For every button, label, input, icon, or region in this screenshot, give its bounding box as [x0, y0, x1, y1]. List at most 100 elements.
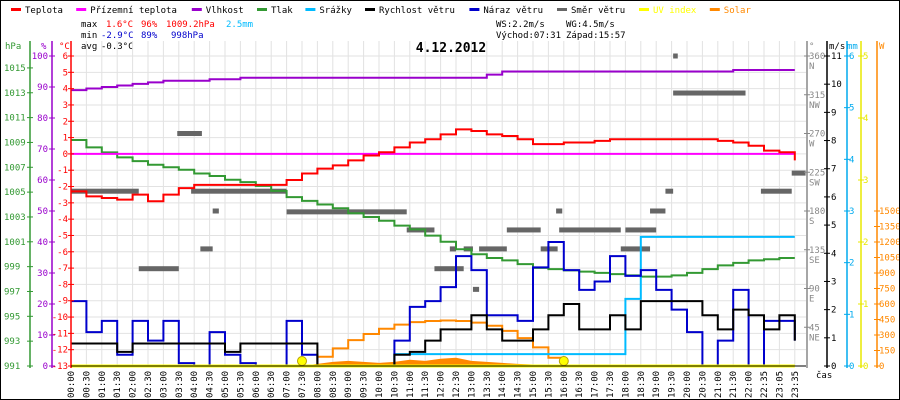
chart-title: 4.12.2012 [416, 41, 486, 56]
legend-swatch [76, 8, 87, 11]
x-tick-label: 01:30 [113, 371, 123, 398]
x-tick-label: 05:00 [221, 371, 231, 398]
x-tick-label: 11:00 [406, 371, 416, 398]
x-tick-label: 07:00 [283, 371, 293, 398]
wind-tick-label: 3 [831, 277, 836, 287]
wind-direction-segment [191, 188, 287, 194]
wind-tick-label: 7 [831, 165, 836, 175]
x-tick-label: 14:00 [498, 371, 508, 398]
direction-tick-dir: SW [809, 178, 820, 188]
x-tick-label: 13:00 [467, 371, 477, 398]
x-tick-label: 16:00 [560, 371, 570, 398]
direction-tick-label: 315 [809, 91, 825, 101]
x-tick-label: 12:00 [437, 371, 447, 398]
temperature-tick-label: 0 [63, 150, 68, 160]
temperature-tick-label: 6 [63, 52, 68, 62]
x-tick-label: 18:00 [621, 371, 631, 398]
stat-max-hum: 96% [141, 20, 158, 30]
x-tick-label: 17:30 [606, 371, 616, 398]
legend-label: Tlak [271, 6, 293, 16]
x-tick-label: 10:00 [375, 371, 385, 398]
wind-direction-segment [434, 266, 464, 272]
wind-direction-segment [506, 227, 541, 233]
wind-direction-segment [200, 246, 213, 252]
series-solar-mereno-area [71, 357, 795, 366]
stat-max-press: 1009.2hPa [166, 20, 215, 30]
pressure-tick-label: 1007 [4, 163, 26, 173]
legend-label: Přízemní teplota [90, 6, 177, 16]
temperature-tick-label: 1 [63, 134, 68, 144]
x-tick-label: 23:35 [791, 371, 801, 398]
series-rychlost-vetru-line [71, 300, 796, 367]
legend-label: UV index [653, 6, 697, 16]
uv-tick-label: 4 [863, 114, 868, 124]
temperature-axis-unit: °C [59, 42, 70, 52]
wind-direction-segment [177, 131, 202, 136]
humidity-tick-label: 0 [43, 362, 48, 372]
humidity-axis-unit: % [41, 42, 47, 52]
axes: hPa9919939959979991001100310051007100910… [4, 41, 900, 372]
x-tick-label: 15:00 [529, 371, 539, 398]
x-tick-label: 22:35 [760, 371, 770, 398]
pressure-axis-unit: hPa [5, 42, 21, 52]
direction-tick-dir: E [809, 295, 814, 305]
pressure-tick-label: 1015 [4, 64, 26, 74]
humidity-tick-label: 50 [37, 207, 48, 217]
direction-tick-label: 270 [809, 130, 825, 140]
legend-swatch [709, 8, 720, 11]
solar-tick-label: 0 [879, 362, 884, 372]
stat-max-label: max [81, 20, 98, 30]
rain-tick-label: 2 [849, 259, 854, 269]
legend-swatch [305, 8, 316, 11]
rain-tick-label: 3 [849, 207, 854, 217]
x-tick-label: 08:00 [313, 371, 323, 398]
x-tick-label: 06:00 [252, 371, 262, 398]
stat-sunset: Západ:15:57 [566, 31, 626, 41]
legend-swatch [639, 8, 649, 11]
temperature-tick-label: -12 [52, 346, 68, 356]
legend-label: Solar [724, 6, 752, 16]
legend-swatch [257, 8, 267, 11]
rain-tick-label: 0 [849, 362, 854, 372]
wind-tick-label: 0 [831, 362, 836, 372]
humidity-tick-label: 90 [37, 83, 48, 93]
legend-label: Směr větru [571, 6, 625, 16]
wind-direction-segment [620, 246, 651, 252]
x-tick-label: 02:00 [129, 371, 139, 398]
wind-direction-segment [665, 188, 674, 194]
x-tick-label: 10:30 [390, 371, 400, 398]
wind-direction-segment [559, 227, 621, 233]
x-tick-label: 00:00 [67, 371, 77, 398]
stat-min-temp: -2.9°C [101, 31, 134, 41]
temperature-tick-label: 2 [63, 117, 68, 127]
humidity-tick-label: 100 [32, 52, 48, 62]
temperature-tick-label: -2 [57, 183, 68, 193]
solar-tick-label: 1050 [879, 254, 900, 264]
humidity-tick-label: 30 [37, 269, 48, 279]
x-tick-label: 00:30 [82, 371, 92, 398]
pressure-tick-label: 999 [4, 263, 20, 273]
direction-tick-dir: N [809, 62, 814, 72]
legend-label: Náraz větru [483, 6, 543, 16]
direction-tick-label: 180 [809, 207, 825, 217]
wind-direction-segment [449, 246, 456, 252]
legend-swatch [11, 8, 21, 11]
x-tick-label: 15:30 [544, 371, 554, 398]
pressure-tick-label: 1003 [4, 213, 26, 223]
wind-direction-segment [479, 246, 507, 252]
temperature-tick-label: -5 [57, 231, 68, 241]
pressure-tick-label: 1013 [4, 89, 26, 99]
temperature-tick-label: -7 [57, 264, 68, 274]
x-tick-label: 19:00 [652, 371, 662, 398]
x-tick-label: 12:30 [452, 371, 462, 398]
solar-tick-label: 300 [879, 331, 895, 341]
legend-label: Vlhkost [206, 6, 244, 16]
wind-direction-segment [625, 227, 649, 233]
legend-label: Srážky [319, 6, 352, 16]
x-tick-label: 03:00 [159, 371, 169, 398]
temperature-tick-label: -9 [57, 297, 68, 307]
legend-swatch [365, 8, 375, 11]
temperature-tick-label: -3 [57, 199, 68, 209]
direction-tick-dir: S [809, 217, 814, 227]
wind-direction-segment [673, 53, 678, 59]
